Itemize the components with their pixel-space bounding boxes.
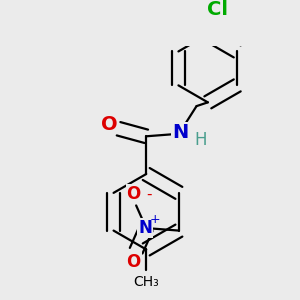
- Text: N: N: [172, 123, 188, 142]
- Text: +: +: [150, 213, 160, 226]
- Text: CH₃: CH₃: [134, 275, 159, 289]
- Text: O: O: [127, 253, 141, 271]
- Text: N: N: [138, 219, 152, 237]
- Text: O: O: [101, 116, 118, 134]
- Text: Cl: Cl: [207, 0, 228, 19]
- Text: -: -: [146, 187, 152, 202]
- Text: O: O: [127, 185, 141, 203]
- Text: H: H: [194, 131, 206, 149]
